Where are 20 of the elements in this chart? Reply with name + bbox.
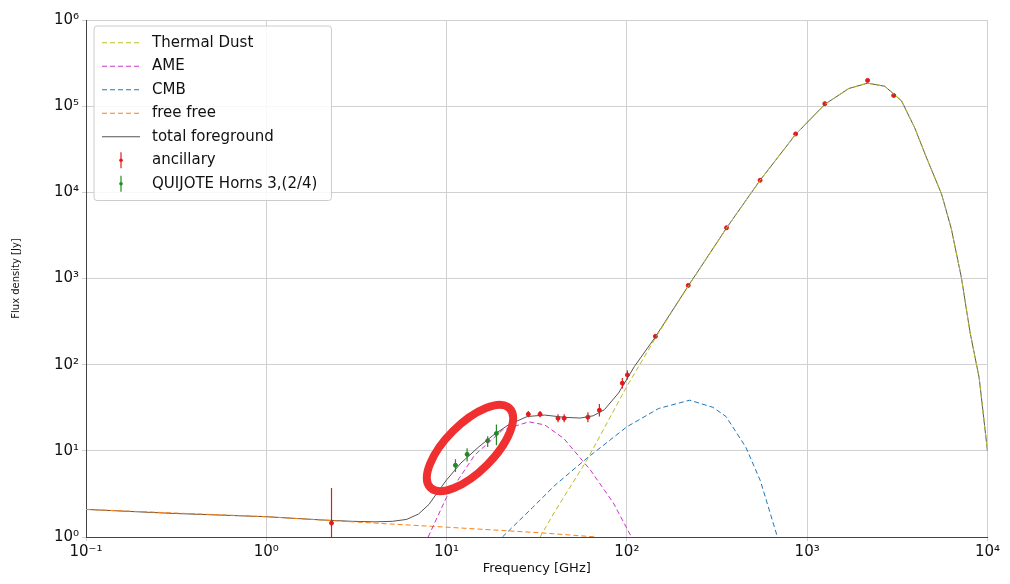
legend-label: Thermal Dust <box>151 32 254 51</box>
x-tick-label: 10⁰ <box>253 541 279 560</box>
y-tick-label: 10³ <box>53 268 79 287</box>
legend-label: ancillary <box>152 150 216 169</box>
legend-label: AME <box>152 56 185 75</box>
x-tick-label: 10³ <box>794 541 820 560</box>
y-tick-label: 10⁵ <box>53 96 79 115</box>
y-tick-label: 10² <box>53 354 79 373</box>
y-tick-label: 10¹ <box>53 440 79 459</box>
y-axis-title: Flux density [Jy] <box>9 238 21 319</box>
y-tick-label: 10⁶ <box>53 9 79 28</box>
legend-label: total foreground <box>152 126 274 145</box>
x-axis-title: Frequency [GHz] <box>482 559 591 575</box>
legend-label: free free <box>152 103 216 122</box>
y-tick-label: 10⁴ <box>53 182 79 201</box>
legend-label: CMB <box>152 79 186 98</box>
x-tick-label: 10² <box>614 541 640 560</box>
x-tick-label: 10⁴ <box>974 541 1000 560</box>
x-tick-label: 10¹ <box>434 541 460 560</box>
legend-label: QUIJOTE Horns 3,(2/4) <box>152 173 318 192</box>
